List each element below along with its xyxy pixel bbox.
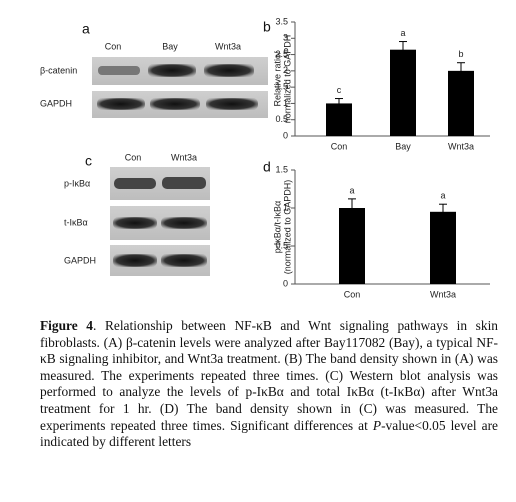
x-tick-label: Wnt3a bbox=[448, 141, 474, 151]
blot-a bbox=[92, 57, 268, 118]
row-label: p-IκBα bbox=[64, 178, 90, 188]
caption: Figure 4. Relationship between NF-κB and… bbox=[40, 318, 498, 451]
caption-rest: -value<0.05 level are indicated by diffe… bbox=[40, 417, 498, 450]
x-tick-label: Wnt3a bbox=[430, 289, 456, 299]
x-tick-label: Con bbox=[344, 289, 361, 299]
y-tick-label: 2 bbox=[283, 65, 288, 75]
row-label: GAPDH bbox=[40, 98, 72, 108]
x-tick-label: Con bbox=[331, 141, 348, 151]
y-tick-label: 1 bbox=[283, 202, 288, 212]
row-label: β-catenin bbox=[40, 65, 77, 75]
y-tick-label: 0 bbox=[283, 278, 288, 288]
significance-letter: a bbox=[400, 28, 405, 38]
lane-label: Con bbox=[125, 152, 142, 162]
lane-label: Bay bbox=[162, 41, 178, 51]
caption-label: Figure 4 bbox=[40, 318, 93, 333]
caption-italic: P bbox=[372, 417, 382, 433]
row-label: t-IκBα bbox=[64, 217, 88, 227]
lane-label: Con bbox=[105, 41, 122, 51]
bar bbox=[339, 208, 365, 284]
y-tick-label: 0.5 bbox=[275, 114, 288, 124]
y-tick-label: 1.5 bbox=[275, 164, 288, 174]
blot-c bbox=[110, 167, 210, 276]
significance-letter: a bbox=[349, 185, 354, 195]
y-axis-label: normalized to GAPDH bbox=[282, 35, 292, 124]
caption-text: . Relationship between NF-κB and Wnt sig… bbox=[40, 318, 498, 433]
significance-letter: c bbox=[337, 85, 342, 95]
significance-letter: a bbox=[440, 191, 445, 201]
y-axis-label: p-IκBα/t-IκBα bbox=[272, 201, 282, 253]
y-tick-label: 2.5 bbox=[275, 49, 288, 59]
lane-label: Wnt3a bbox=[215, 41, 241, 51]
y-tick-label: 1 bbox=[283, 98, 288, 108]
panel-label: c bbox=[85, 153, 92, 169]
y-tick-label: 3.5 bbox=[275, 16, 288, 26]
bar bbox=[390, 49, 416, 136]
figure-panels: a Con Bay Wnt3a β-catenin GAPDH c Con Wnt3a p-IκB… bbox=[40, 16, 490, 299]
x-tick-label: Bay bbox=[395, 141, 411, 151]
bar bbox=[326, 103, 352, 136]
significance-letter: b bbox=[458, 49, 463, 59]
panel-label: b bbox=[263, 19, 271, 35]
y-tick-label: 0 bbox=[283, 130, 288, 140]
bar bbox=[448, 70, 474, 136]
y-axis-label: Relative ratio/ bbox=[272, 51, 282, 107]
panel-label: d bbox=[263, 159, 271, 175]
lane-label: Wnt3a bbox=[171, 152, 197, 162]
row-label: GAPDH bbox=[64, 255, 96, 265]
y-tick-label: 3 bbox=[283, 33, 288, 43]
y-tick-label: 0.5 bbox=[275, 240, 288, 250]
y-tick-label: 1.5 bbox=[275, 82, 288, 92]
panel-label: a bbox=[82, 21, 90, 37]
y-axis-label: (normalized to GAPDH) bbox=[282, 180, 292, 275]
bar bbox=[430, 211, 456, 284]
